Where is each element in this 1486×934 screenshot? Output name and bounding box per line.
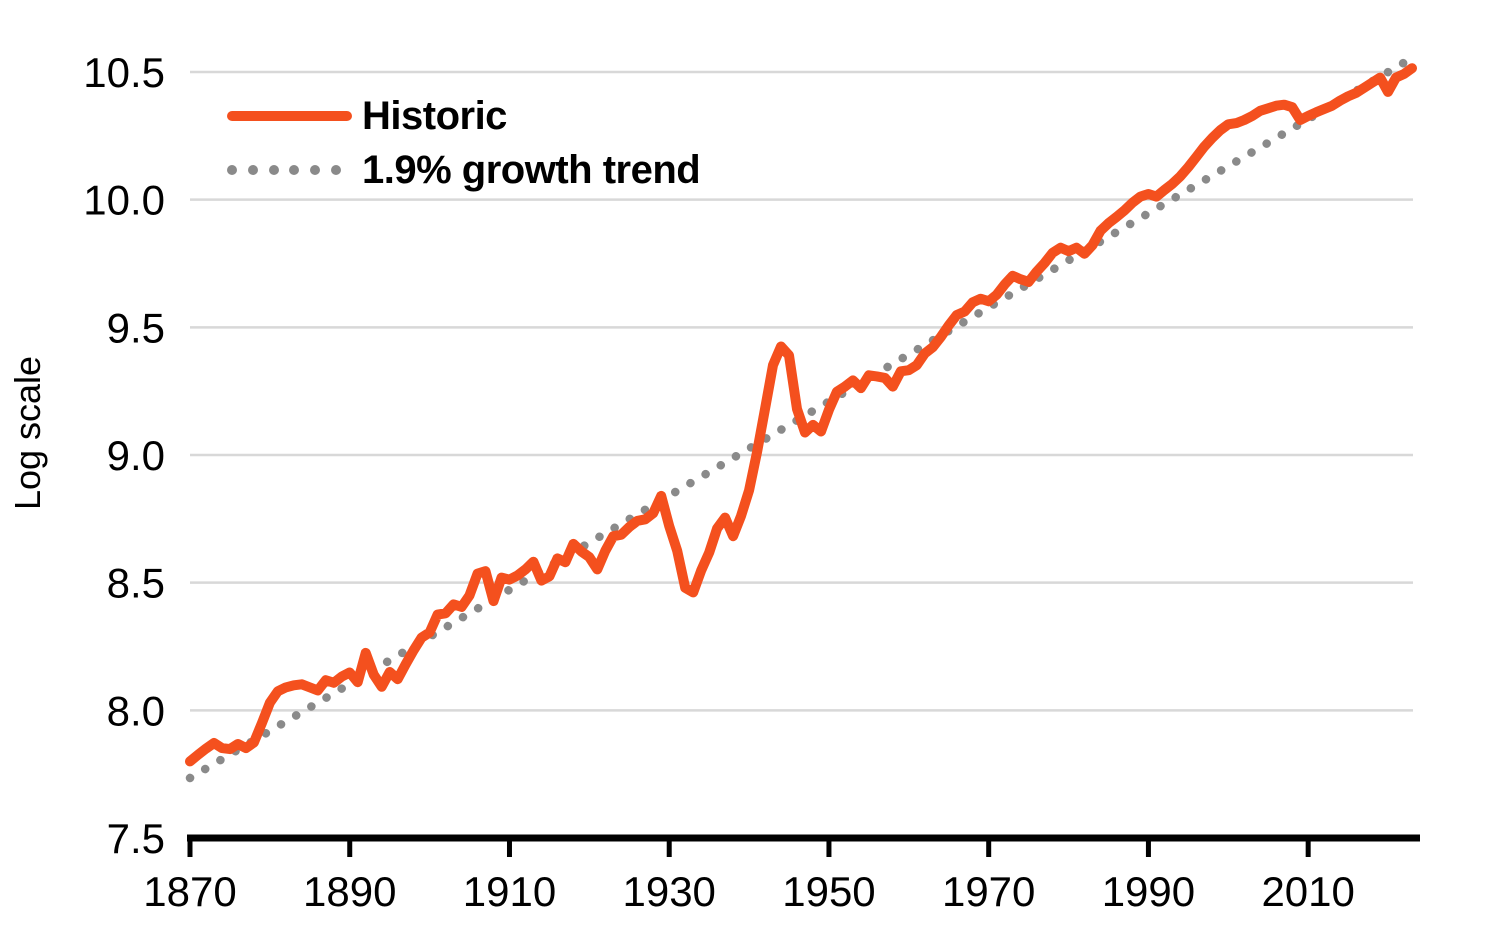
x-tick-label: 1950: [782, 868, 875, 915]
x-tick-label: 1910: [463, 868, 556, 915]
legend-dot: [227, 165, 237, 175]
legend-label-trend: 1.9% growth trend: [362, 148, 701, 192]
legend-dot: [289, 165, 300, 175]
legend: Historic 1.9% growth trend: [227, 89, 701, 197]
legend-item-historic: Historic: [227, 89, 700, 143]
historic-series: [185, 63, 1417, 767]
trend-series: [185, 53, 1417, 783]
trend-line: [185, 53, 1417, 783]
y-tick-label: 7.5: [107, 815, 165, 862]
y-tick-label: 9.0: [107, 432, 165, 479]
x-tick-label: 1970: [942, 868, 1035, 915]
x-tick-label: 1870: [143, 868, 236, 915]
legend-dot: [247, 165, 258, 175]
y-tick-label: 9.5: [107, 304, 165, 351]
x-axis: [187, 834, 1420, 857]
legend-dot: [330, 165, 341, 175]
legend-dot: [268, 165, 279, 175]
axis-labels: 7.5 8.0 8.5 9.0 9.5 10.0 10.5 1870 1890 1910 1930 1…: [7, 49, 1355, 915]
historic-line: [185, 63, 1417, 767]
x-tick-label: 1930: [622, 868, 715, 915]
y-axis-title: Log scale: [7, 356, 48, 510]
x-tick-label: 1890: [303, 868, 396, 915]
y-tick-label: 10.0: [83, 177, 165, 224]
legend-dot: [310, 165, 321, 175]
legend-label-historic: Historic: [362, 94, 507, 138]
gridlines: [190, 70, 1413, 712]
x-tick-label: 1990: [1102, 868, 1195, 915]
legend-swatch-historic: [227, 111, 362, 121]
historic-line-swatch: [227, 111, 352, 121]
legend-item-trend: 1.9% growth trend: [227, 143, 701, 197]
y-tick-label: 8.0: [107, 687, 165, 734]
trend-dots-swatch: [227, 165, 341, 175]
legend-swatch-trend: [227, 165, 362, 175]
y-tick-label: 8.5: [107, 560, 165, 607]
x-tick-label: 2010: [1261, 868, 1354, 915]
y-tick-label: 10.5: [83, 49, 165, 96]
